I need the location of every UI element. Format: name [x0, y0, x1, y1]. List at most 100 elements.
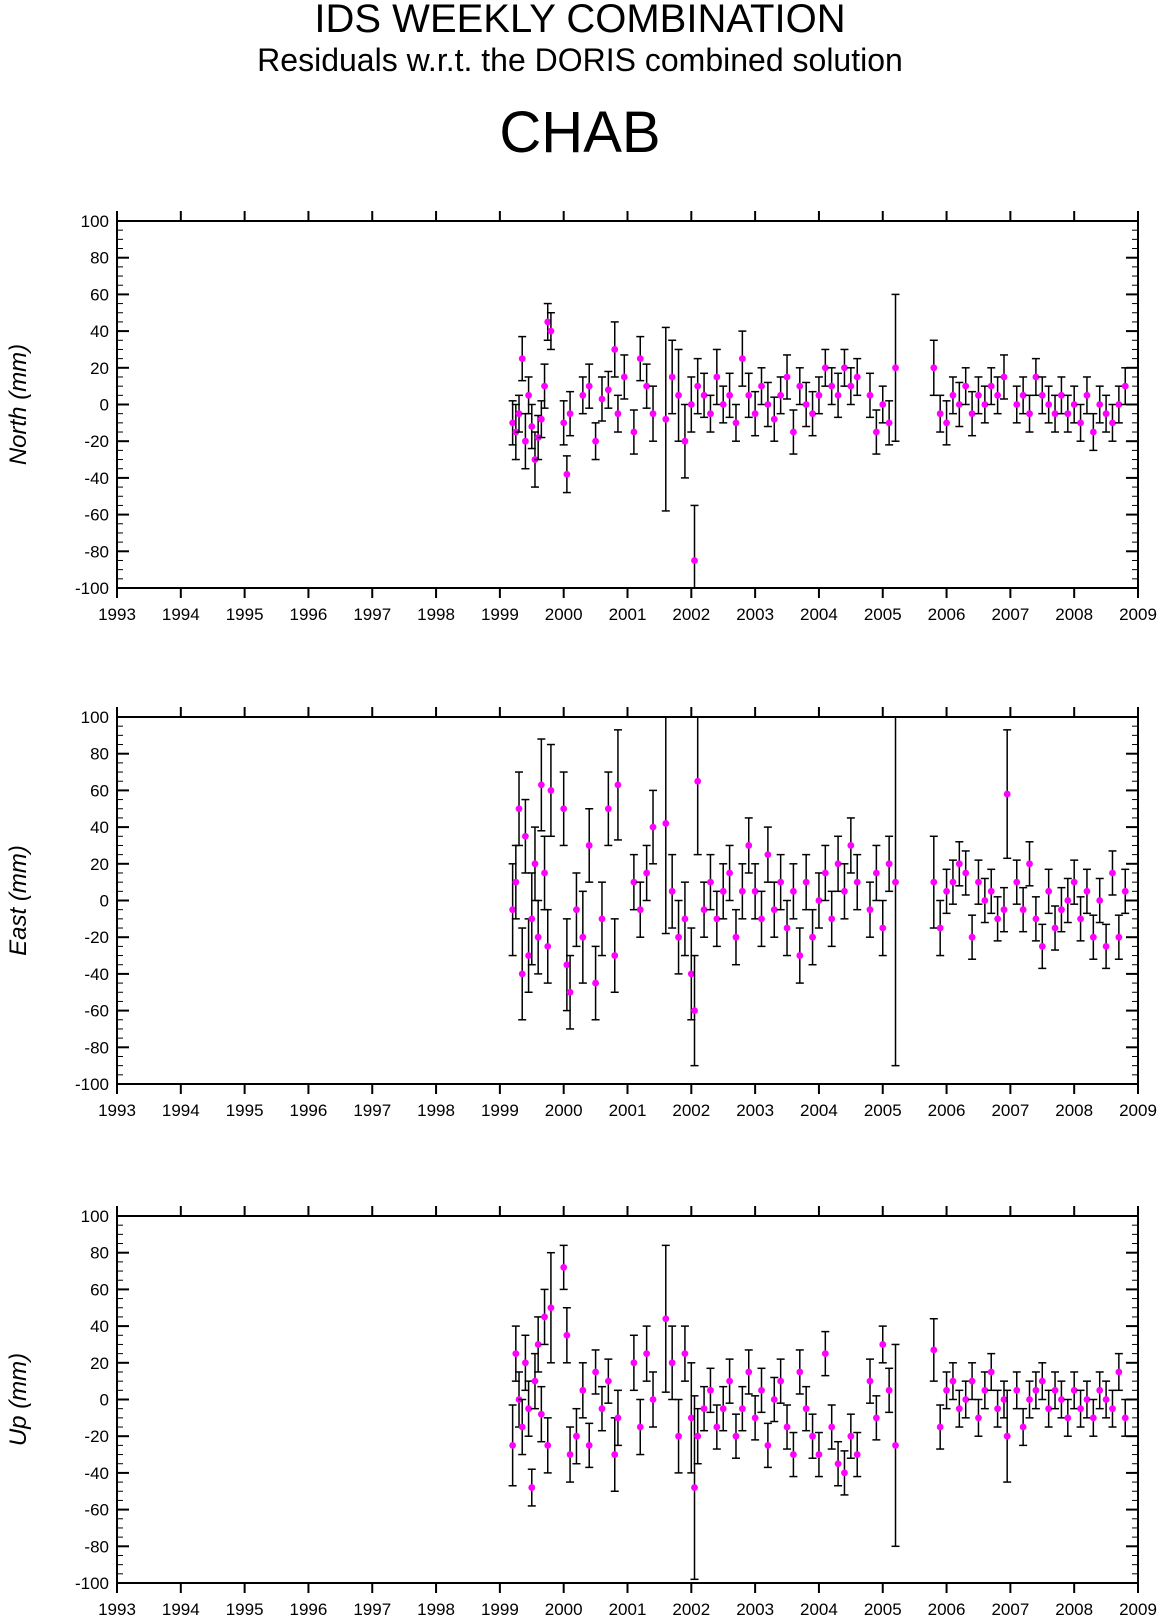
data-point	[968, 933, 976, 941]
data-point	[1102, 1396, 1110, 1403]
x-tick-label: 1995	[226, 605, 264, 624]
x-tick-label: 2003	[736, 605, 774, 624]
x-tick-label: 2006	[928, 1600, 966, 1619]
data-point	[1089, 428, 1097, 436]
data-point	[537, 1410, 545, 1418]
data-point	[745, 842, 753, 849]
data-point	[764, 851, 772, 859]
data-point	[892, 1441, 899, 1449]
data-point	[1083, 391, 1091, 399]
y-axis-label: North (mm)	[5, 344, 32, 465]
data-point	[1102, 942, 1110, 950]
data-point	[981, 897, 989, 904]
data-point	[687, 970, 695, 978]
data-point	[949, 878, 957, 886]
data-point	[987, 887, 995, 895]
y-tick-label: -80	[84, 1537, 109, 1556]
data-point	[579, 933, 587, 941]
data-point	[802, 401, 810, 408]
y-tick-label: 80	[90, 249, 109, 268]
data-point	[885, 419, 893, 427]
data-point	[512, 1350, 520, 1358]
data-point	[531, 1377, 539, 1385]
data-point	[930, 364, 938, 372]
x-tick-label: 1993	[98, 605, 136, 624]
data-point	[847, 842, 855, 849]
data-point	[962, 1396, 970, 1403]
data-point	[885, 860, 893, 868]
data-point	[563, 1331, 571, 1339]
x-tick-label: 1993	[98, 1101, 136, 1120]
data-point	[1083, 887, 1091, 895]
data-point	[1089, 1414, 1097, 1422]
data-point	[1070, 401, 1078, 408]
data-point	[719, 887, 727, 895]
data-point	[630, 428, 638, 436]
data-point	[1013, 1386, 1021, 1394]
data-point	[694, 777, 702, 785]
data-point	[611, 952, 619, 959]
data-point	[726, 869, 733, 877]
data-point	[770, 1396, 778, 1403]
data-point	[872, 428, 880, 436]
x-tick-label: 2000	[545, 1600, 583, 1619]
data-point	[1096, 401, 1104, 408]
panel-2: 100 80 60 40 20 0 -20 -40 -60 -80 -100 1993 1994 1995…	[5, 1206, 1157, 1619]
x-tick-label: 1996	[290, 605, 328, 624]
data-point	[681, 915, 689, 923]
data-point	[636, 1423, 644, 1431]
data-point	[1121, 1414, 1129, 1422]
data-point	[509, 906, 517, 914]
x-tick-label: 2002	[672, 1101, 710, 1120]
data-point	[1083, 1396, 1091, 1403]
data-point	[790, 428, 797, 436]
data-point	[790, 1451, 797, 1458]
data-point	[611, 1451, 619, 1458]
data-point	[668, 887, 676, 895]
data-point	[975, 391, 982, 399]
data-point	[1096, 1386, 1104, 1394]
data-point	[841, 887, 848, 895]
data-point	[955, 1405, 963, 1413]
data-point	[879, 924, 887, 932]
data-point	[707, 1386, 714, 1394]
data-point	[694, 382, 702, 390]
data-point	[1096, 897, 1104, 904]
y-tick-label: -100	[75, 1075, 109, 1094]
data-point	[585, 842, 593, 849]
y-tick-label: -20	[84, 928, 109, 947]
data-point	[1121, 382, 1129, 390]
data-point	[879, 1341, 887, 1348]
panel-1: 100 80 60 40 20 0 -20 -40 -60 -80 -100 1993 1994 1995…	[5, 707, 1157, 1120]
y-tick-label: 60	[90, 285, 109, 304]
x-tick-label: 2006	[928, 605, 966, 624]
data-point	[841, 1469, 848, 1477]
data-point	[1003, 790, 1011, 798]
data-point	[796, 1368, 804, 1376]
data-point	[515, 410, 523, 418]
data-point	[598, 1405, 606, 1413]
data-point	[1064, 897, 1072, 904]
data-point	[981, 1386, 989, 1394]
y-tick-label: -100	[75, 1574, 109, 1593]
data-point	[777, 1377, 785, 1385]
data-point	[1000, 906, 1008, 914]
data-point	[528, 1484, 536, 1491]
data-point	[1077, 1405, 1084, 1413]
x-tick-label: 2008	[1055, 1101, 1093, 1120]
data-point	[930, 878, 938, 886]
x-tick-label: 2001	[609, 1600, 647, 1619]
data-point	[566, 1451, 574, 1458]
data-point	[675, 391, 682, 399]
data-point	[515, 805, 523, 813]
data-point	[534, 1341, 542, 1348]
data-point	[537, 415, 545, 423]
data-point	[512, 878, 520, 886]
data-point	[700, 906, 708, 914]
data-point	[853, 1451, 861, 1458]
x-tick-label: 2003	[736, 1101, 774, 1120]
data-point	[694, 1432, 702, 1440]
data-point	[1026, 1396, 1033, 1403]
y-tick-label: 0	[100, 892, 109, 911]
data-point	[598, 915, 606, 923]
